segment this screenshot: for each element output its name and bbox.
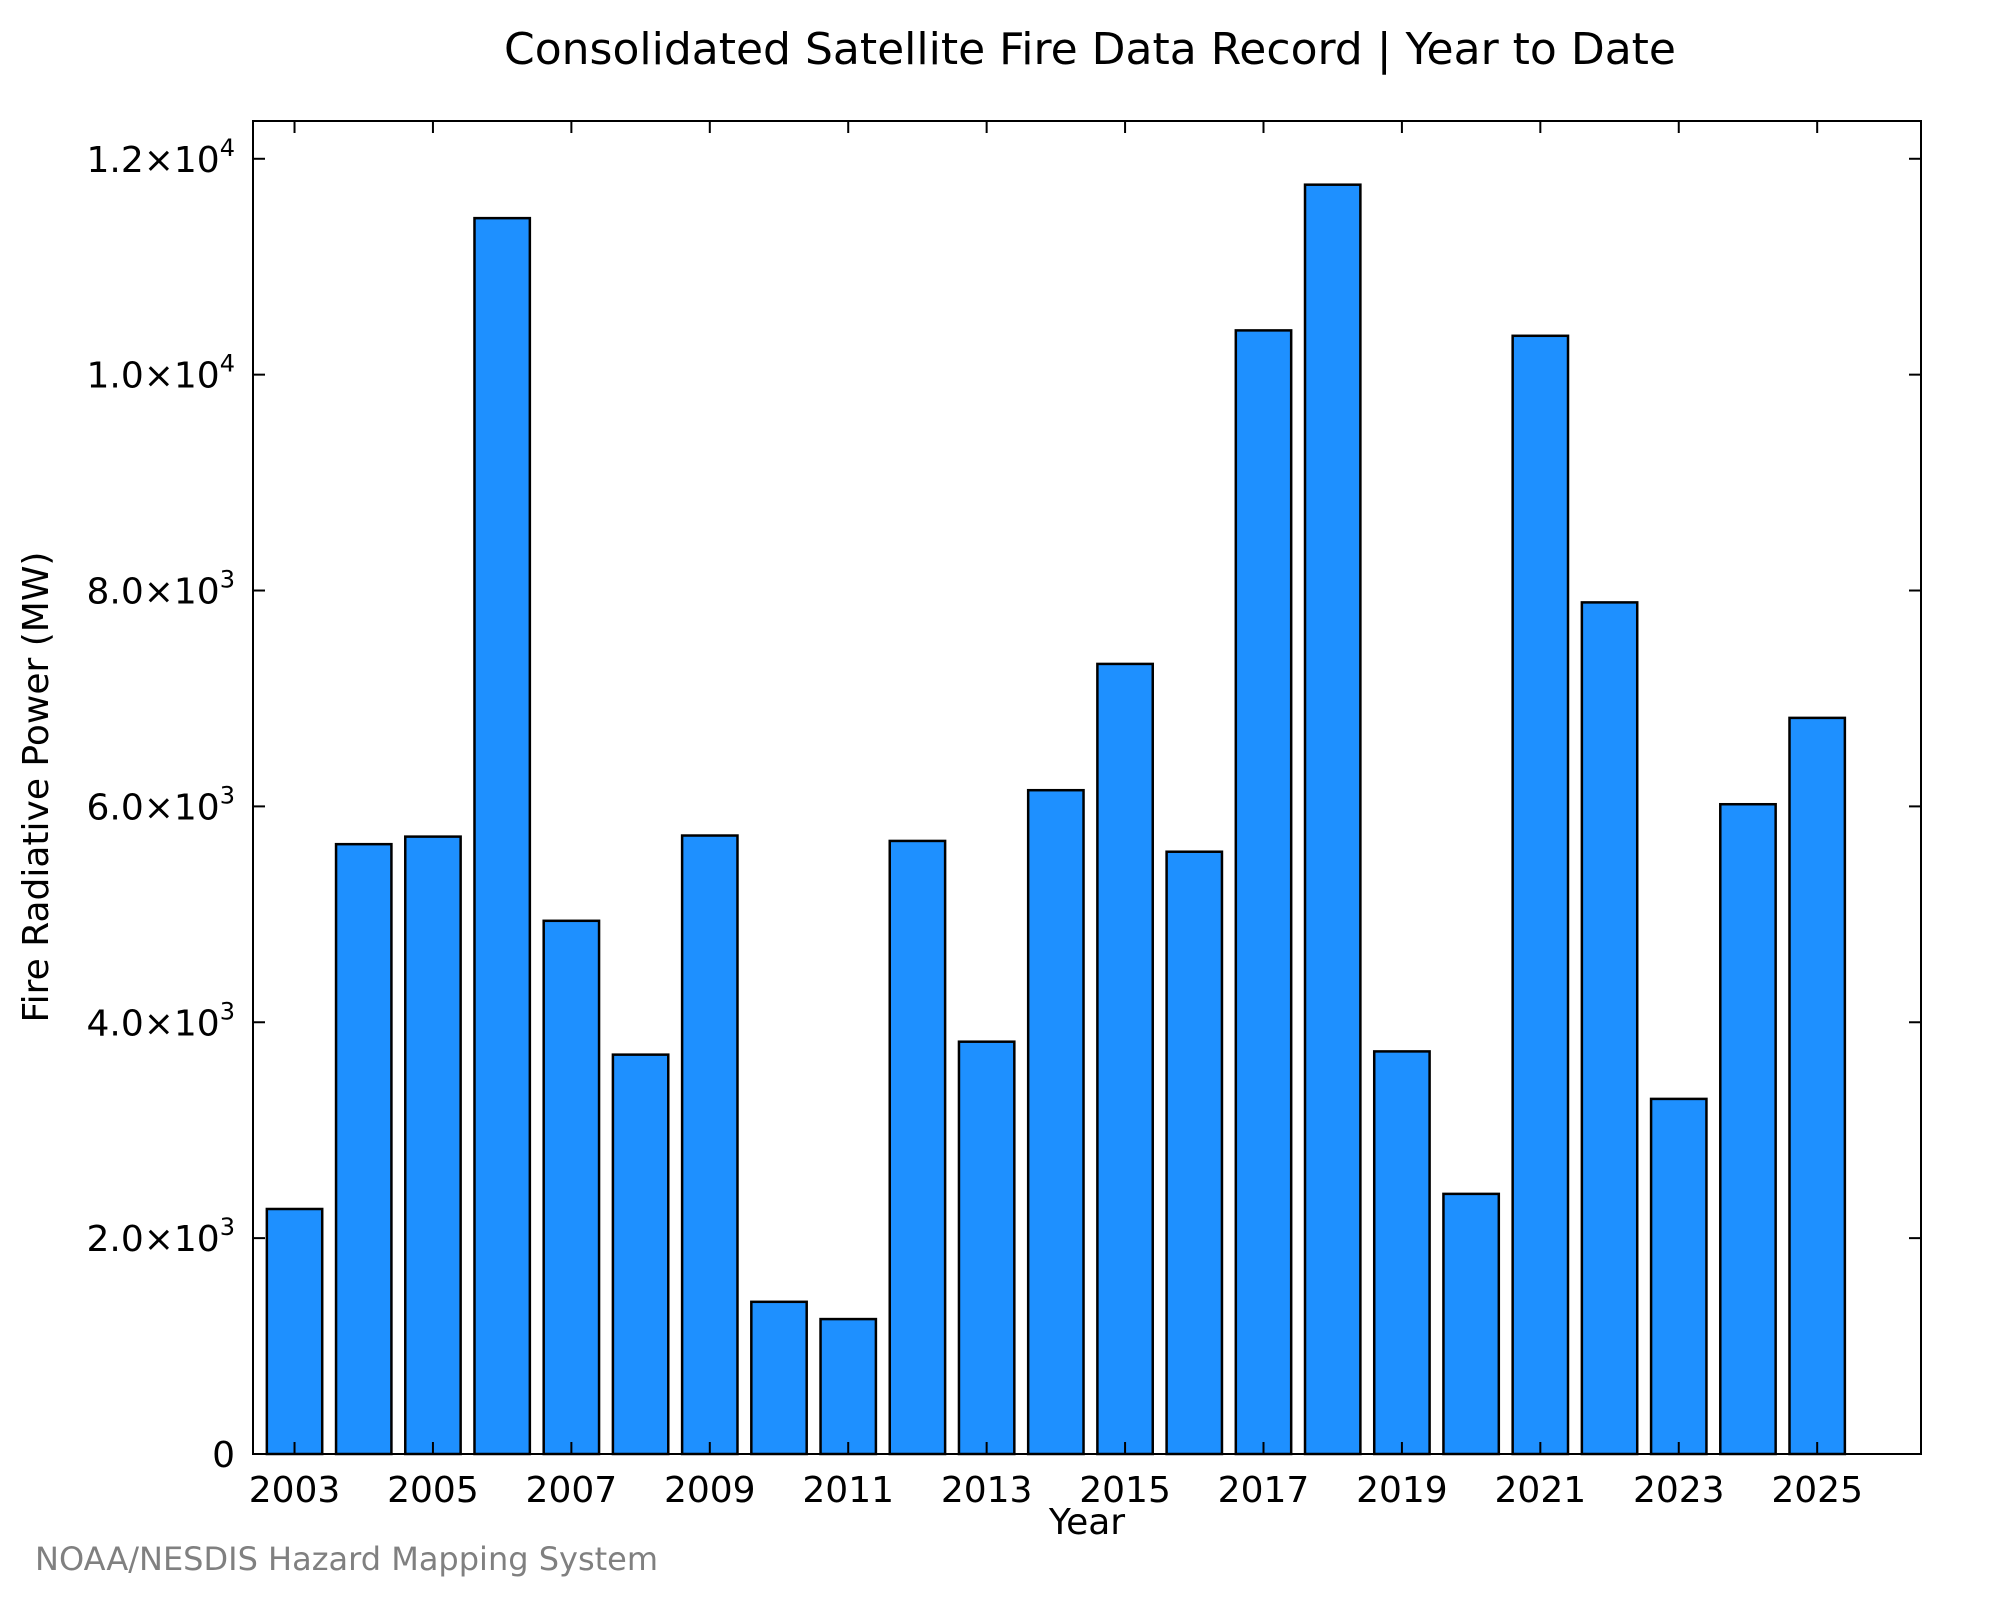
bar-2019 <box>1372 1050 1431 1456</box>
bar-2012 <box>888 839 947 1456</box>
bar-2023 <box>1649 1097 1708 1456</box>
bar-2021 <box>1511 334 1570 1456</box>
bar-2025 <box>1788 716 1847 1456</box>
bars-group <box>265 183 1847 1456</box>
y-axis-ticks: 0 2.0×103 4.0×103 6.0×103 8.0×103 1.0×104 1.2×… <box>86 134 1921 1476</box>
y-tick-label-10000: 1.0×104 <box>86 350 235 397</box>
y-tick-label-12000: 1.2×104 <box>86 134 235 181</box>
y-tick-label-6000: 6.0×103 <box>86 781 235 828</box>
bar-2017 <box>1234 329 1293 1456</box>
bar-2006 <box>473 216 532 1456</box>
bar-2004 <box>334 842 393 1456</box>
x-tick-label-2025: 2025 <box>1771 1470 1863 1511</box>
bar-2015 <box>1096 662 1155 1456</box>
bar-2010 <box>750 1300 808 1456</box>
x-tick-label-2023: 2023 <box>1633 1470 1725 1511</box>
y-tick-label-2000: 2.0×103 <box>86 1213 235 1260</box>
y-tick-label-8000: 8.0×103 <box>86 566 235 613</box>
x-tick-label-2021: 2021 <box>1495 1470 1587 1511</box>
x-tick-label-2013: 2013 <box>941 1470 1033 1511</box>
bar-2007 <box>542 919 601 1456</box>
source-footer: NOAA/NESDIS Hazard Mapping System <box>35 1540 659 1578</box>
y-axis-label: Fire Radiative Power (MW) <box>16 552 57 1023</box>
plot-frame <box>252 120 1922 1455</box>
bar-2016 <box>1165 850 1224 1456</box>
bar-2011 <box>819 1317 878 1456</box>
bar-2009 <box>680 834 739 1456</box>
x-tick-label-2005: 2005 <box>387 1470 479 1511</box>
bar-2018 <box>1303 183 1362 1456</box>
x-axis-ticks: 2003 2005 2007 2009 2011 2013 2015 2017 2019 2021… <box>249 121 1863 1511</box>
y-tick-label-4000: 4.0×103 <box>86 997 235 1044</box>
x-tick-label-2011: 2011 <box>802 1470 894 1511</box>
bar-2013 <box>957 1040 1016 1456</box>
bar-2014 <box>1026 788 1085 1456</box>
bar-2024 <box>1719 802 1777 1456</box>
bar-2005 <box>404 835 462 1456</box>
bar-2003 <box>265 1207 324 1456</box>
x-tick-label-2019: 2019 <box>1356 1470 1448 1511</box>
bar-2022 <box>1580 601 1639 1456</box>
bar-2020 <box>1442 1192 1501 1456</box>
x-tick-label-2007: 2007 <box>526 1470 618 1511</box>
x-tick-label-2017: 2017 <box>1218 1470 1310 1511</box>
y-tick-label-0: 0 <box>212 1435 235 1476</box>
bar-2008 <box>611 1053 670 1456</box>
chart-title: Consolidated Satellite Fire Data Record … <box>504 24 1676 75</box>
x-tick-label-2003: 2003 <box>249 1470 341 1511</box>
x-axis-label: Year <box>1048 1502 1125 1543</box>
x-tick-label-2015: 2015 <box>1079 1470 1171 1511</box>
x-tick-label-2009: 2009 <box>664 1470 756 1511</box>
